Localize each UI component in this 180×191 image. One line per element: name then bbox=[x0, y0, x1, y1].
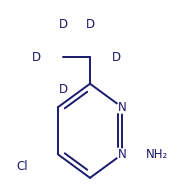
Text: N: N bbox=[118, 148, 127, 161]
Text: D: D bbox=[59, 83, 68, 96]
Text: Cl: Cl bbox=[16, 160, 28, 173]
Text: NH₂: NH₂ bbox=[145, 148, 168, 161]
Text: D: D bbox=[32, 51, 41, 64]
Text: D: D bbox=[59, 18, 68, 31]
Text: N: N bbox=[118, 101, 127, 114]
Text: N: N bbox=[118, 101, 127, 114]
Text: D: D bbox=[112, 51, 121, 64]
Text: N: N bbox=[118, 148, 127, 161]
Text: D: D bbox=[86, 18, 94, 31]
